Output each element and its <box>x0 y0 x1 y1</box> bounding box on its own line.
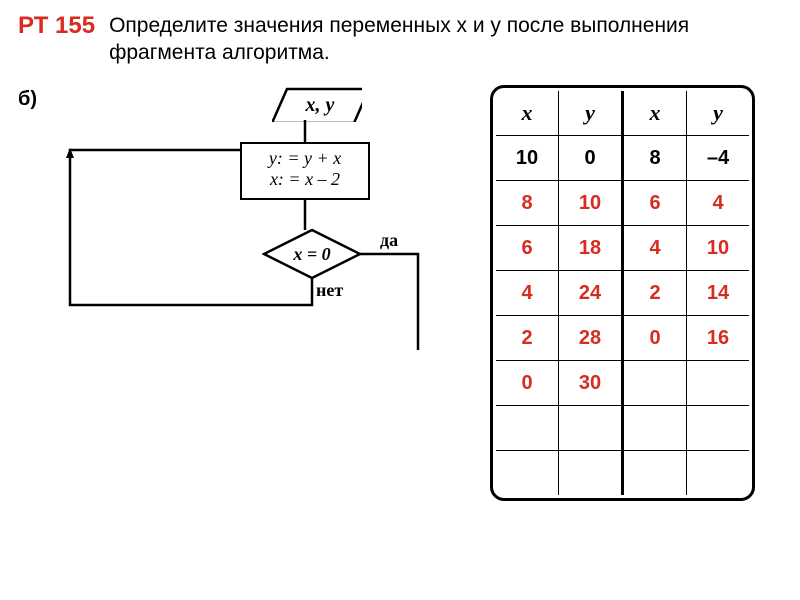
table-cell <box>687 361 750 406</box>
table-cell: 4 <box>496 271 559 316</box>
table-cell: 10 <box>496 136 559 181</box>
table-cell: 28 <box>559 316 623 361</box>
task-text: Определите значения переменных x и y пос… <box>109 12 782 67</box>
table-cell: 2 <box>623 271 687 316</box>
table-cell: 0 <box>496 361 559 406</box>
table-cell: 10 <box>687 226 750 271</box>
table-cell: 2 <box>496 316 559 361</box>
yes-branch <box>358 250 428 350</box>
table-cell: 4 <box>623 226 687 271</box>
problem-label: РТ 155 <box>18 12 95 40</box>
table-cell: 24 <box>559 271 623 316</box>
table-cell: 14 <box>687 271 750 316</box>
table-cell: 4 <box>687 181 750 226</box>
table-cell: 0 <box>559 136 623 181</box>
flowchart: x, y y: = y + x x: = x – 2 x = 0 да нет <box>40 80 460 360</box>
io-node: x, y <box>272 86 362 122</box>
table-cell <box>496 406 559 451</box>
table-header-cell: x <box>496 91 559 136</box>
table-header-cell: y <box>687 91 750 136</box>
trace-table: xyxy1008–481064618410424214228016030 <box>490 85 755 501</box>
table-cell <box>496 451 559 496</box>
table-cell: 16 <box>687 316 750 361</box>
no-label: нет <box>316 280 343 301</box>
no-loop <box>60 140 320 320</box>
table-cell: 6 <box>623 181 687 226</box>
yes-label: да <box>380 230 398 251</box>
table-header-cell: x <box>623 91 687 136</box>
table-cell <box>559 406 623 451</box>
table-cell: 18 <box>559 226 623 271</box>
table-cell <box>623 451 687 496</box>
table-cell <box>687 451 750 496</box>
table-cell <box>623 406 687 451</box>
table-cell <box>559 451 623 496</box>
variant-label: б) <box>18 88 37 111</box>
table-cell: 30 <box>559 361 623 406</box>
table-cell <box>687 406 750 451</box>
table-cell: 0 <box>623 316 687 361</box>
table-cell <box>623 361 687 406</box>
table-cell: 8 <box>496 181 559 226</box>
header: РТ 155 Определите значения переменных x … <box>0 0 800 67</box>
io-text: x, y <box>305 94 335 116</box>
table-cell: 10 <box>559 181 623 226</box>
table-header-cell: y <box>559 91 623 136</box>
table-cell: –4 <box>687 136 750 181</box>
table-cell: 8 <box>623 136 687 181</box>
table-cell: 6 <box>496 226 559 271</box>
